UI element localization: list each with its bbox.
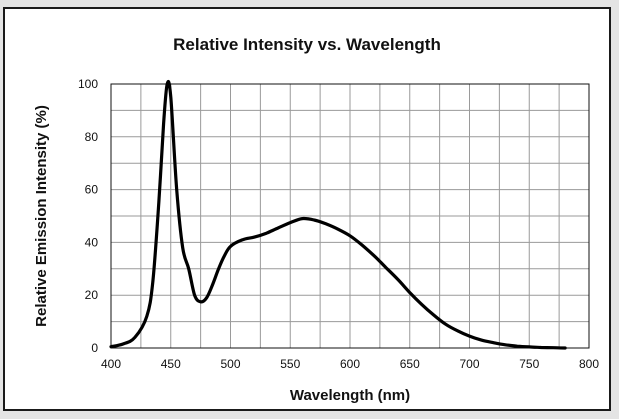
y-axis-label: Relative Emission Intensity (%) (33, 105, 50, 327)
x-axis-label: Wavelength (nm) (290, 387, 410, 404)
y-tick-label: 20 (85, 288, 99, 302)
x-tick-label: 650 (400, 357, 420, 371)
x-tick-label: 750 (519, 357, 539, 371)
grid-lines (110, 83, 590, 349)
x-tick-label: 450 (161, 357, 181, 371)
x-tick-label: 500 (220, 357, 240, 371)
y-tick-labels: 0 20 40 60 80 100 (78, 77, 98, 355)
x-tick-label: 400 (101, 357, 121, 371)
series-line (109, 80, 567, 350)
x-tick-labels: 400 450 500 550 600 650 700 750 800 (101, 357, 599, 371)
x-tick-label: 600 (340, 357, 360, 371)
y-tick-label: 0 (91, 341, 98, 355)
x-tick-label: 700 (459, 357, 479, 371)
x-tick-label: 550 (280, 357, 300, 371)
y-tick-label: 60 (85, 183, 99, 197)
plot-area-border (110, 83, 590, 349)
y-tick-label: 100 (78, 77, 98, 91)
y-tick-label: 40 (85, 235, 99, 249)
y-tick-label: 80 (85, 130, 99, 144)
chart-title: Relative Intensity vs. Wavelength (173, 35, 441, 54)
x-tick-label: 800 (579, 357, 599, 371)
chart-frame: Relative Intensity vs. Wavelength (3, 7, 611, 411)
